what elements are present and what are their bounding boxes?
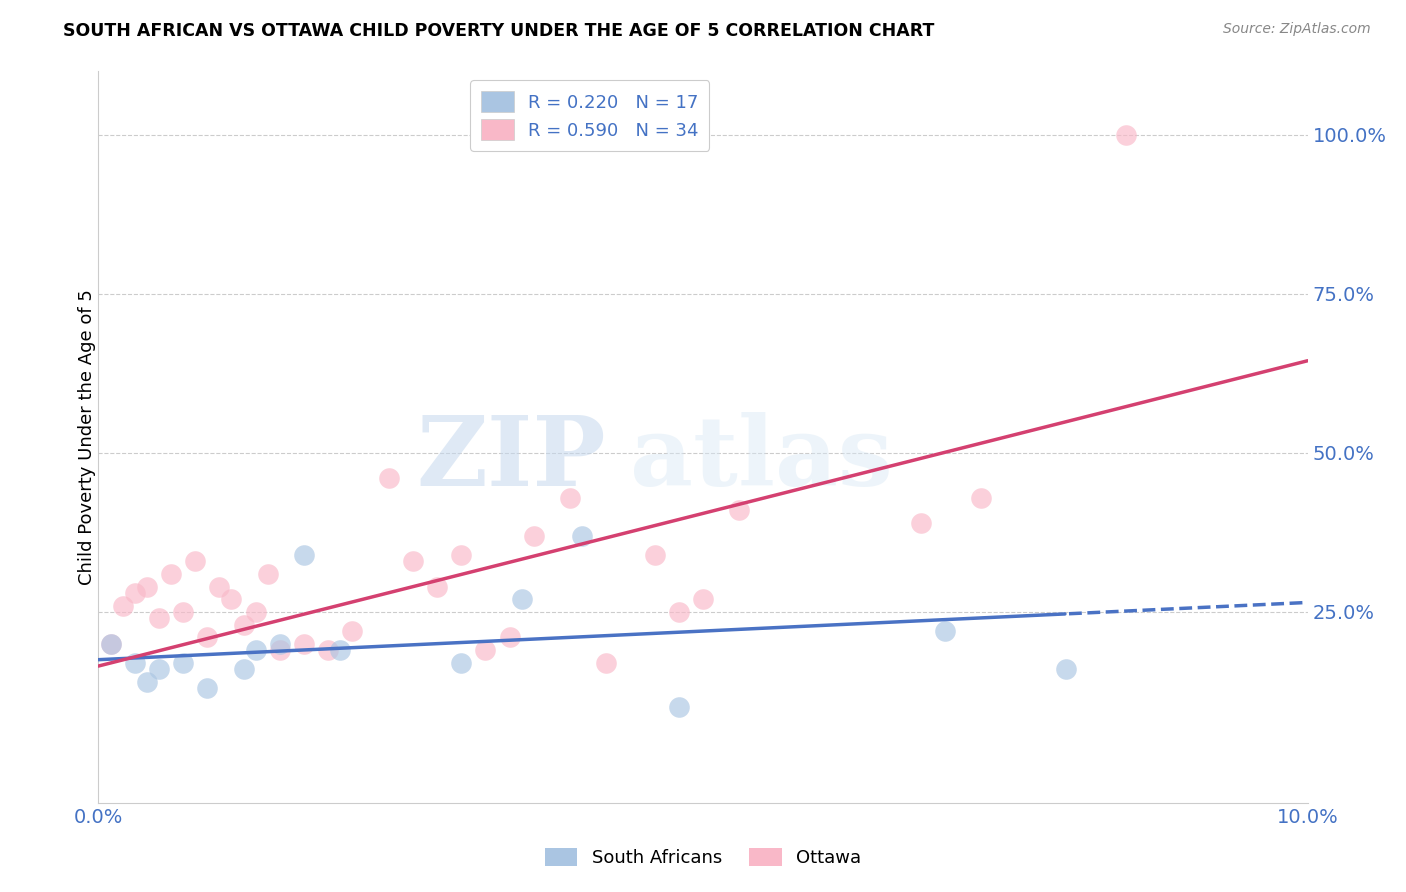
Point — [402, 554, 425, 568]
Point — [172, 656, 194, 670]
Point — [668, 605, 690, 619]
Point — [292, 548, 315, 562]
Point — [474, 643, 496, 657]
Point — [124, 586, 146, 600]
Point — [135, 675, 157, 690]
Text: SOUTH AFRICAN VS OTTAWA CHILD POVERTY UNDER THE AGE OF 5 CORRELATION CHART: SOUTH AFRICAN VS OTTAWA CHILD POVERTY UN… — [63, 22, 935, 40]
Point — [644, 548, 666, 562]
Text: Source: ZipAtlas.com: Source: ZipAtlas.com — [1223, 22, 1371, 37]
Point — [728, 503, 751, 517]
Point — [172, 605, 194, 619]
Point — [245, 643, 267, 657]
Point — [148, 611, 170, 625]
Text: ZIP: ZIP — [416, 412, 606, 506]
Point — [111, 599, 134, 613]
Point — [1054, 662, 1077, 676]
Point — [342, 624, 364, 638]
Point — [100, 637, 122, 651]
Point — [256, 566, 278, 581]
Point — [124, 656, 146, 670]
Point — [184, 554, 207, 568]
Point — [232, 662, 254, 676]
Point — [595, 656, 617, 670]
Point — [1115, 128, 1137, 142]
Point — [269, 643, 291, 657]
Point — [450, 548, 472, 562]
Point — [329, 643, 352, 657]
Point — [160, 566, 183, 581]
Y-axis label: Child Poverty Under the Age of 5: Child Poverty Under the Age of 5 — [79, 289, 96, 585]
Point — [934, 624, 956, 638]
Point — [377, 471, 399, 485]
Point — [100, 637, 122, 651]
Point — [498, 631, 520, 645]
Point — [558, 491, 581, 505]
Point — [292, 637, 315, 651]
Point — [195, 631, 218, 645]
Point — [426, 580, 449, 594]
Text: atlas: atlas — [630, 412, 893, 506]
Point — [510, 592, 533, 607]
Legend: South Africans, Ottawa: South Africans, Ottawa — [537, 840, 869, 874]
Point — [195, 681, 218, 696]
Point — [148, 662, 170, 676]
Point — [208, 580, 231, 594]
Point — [232, 617, 254, 632]
Point — [523, 529, 546, 543]
Point — [910, 516, 932, 530]
Point — [450, 656, 472, 670]
Point — [269, 637, 291, 651]
Point — [316, 643, 339, 657]
Point — [692, 592, 714, 607]
Point — [571, 529, 593, 543]
Point — [221, 592, 243, 607]
Point — [970, 491, 993, 505]
Point — [245, 605, 267, 619]
Point — [668, 700, 690, 714]
Point — [135, 580, 157, 594]
